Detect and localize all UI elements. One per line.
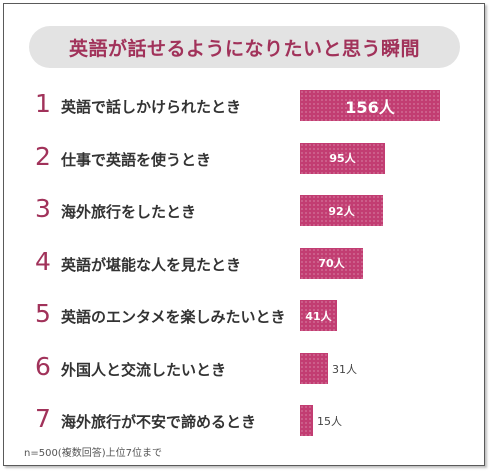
bar	[300, 352, 328, 384]
bar: 95人	[300, 142, 385, 174]
rank-number: 4	[35, 246, 51, 276]
rank-number: 5	[35, 299, 51, 328]
value-label: 31人	[332, 362, 357, 376]
value-label: 92人	[328, 204, 355, 218]
chart-title: 英語が話せるようになりたいと思う瞬間	[29, 26, 460, 68]
category-label: 英語が堪能な人を見たとき	[61, 255, 242, 274]
bar: 41人	[300, 300, 337, 331]
value-label: 95人	[329, 152, 356, 165]
category-label: 英語のエンタメを楽しみたいとき	[61, 308, 286, 326]
value-label: 41人	[305, 309, 332, 323]
rank-number: 2	[35, 141, 51, 171]
category-label: 仕事で英語を使うとき	[61, 150, 212, 169]
rank-number: 6	[35, 351, 51, 381]
category-label: 海外旅行をしたとき	[61, 203, 197, 221]
value-label: 15人	[317, 415, 342, 428]
bar: 156人	[300, 90, 440, 121]
category-label: 外国人と交流したいとき	[61, 360, 227, 379]
bar	[300, 405, 313, 436]
value-label: 70人	[318, 257, 345, 270]
value-label: 156人	[345, 97, 395, 117]
rank-number: 3	[35, 194, 51, 223]
chart-frame	[3, 3, 485, 466]
bar: 92人	[300, 195, 383, 226]
rank-number: 7	[35, 404, 51, 433]
category-label: 海外旅行が不安で諦めるとき	[61, 413, 257, 431]
bar: 70人	[300, 247, 363, 279]
category-label: 英語で話しかけられたとき	[61, 98, 242, 116]
rank-number: 1	[35, 89, 51, 118]
sample-note: n=500(複数回答)上位7位まで	[24, 448, 162, 459]
